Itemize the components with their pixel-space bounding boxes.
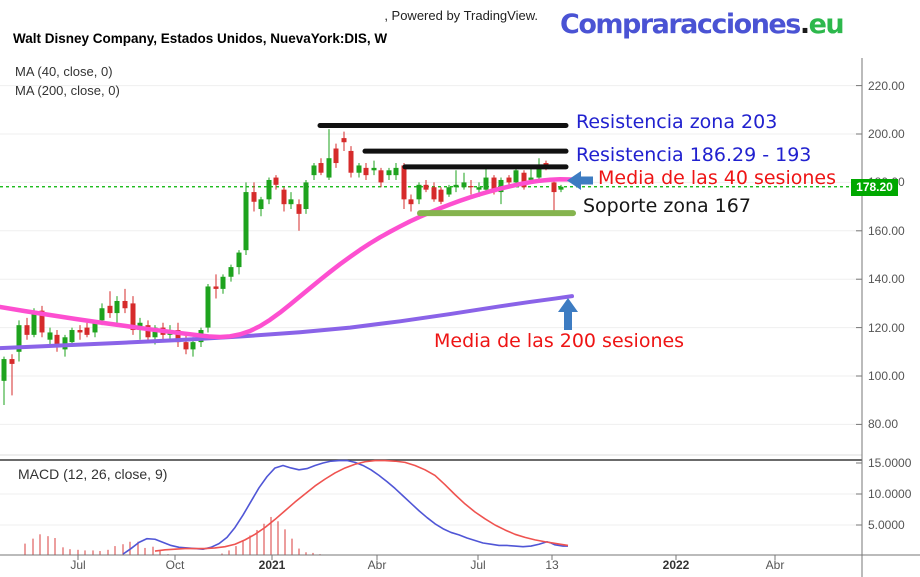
symbol-title: Walt Disney Company, Estados Unidos, Nue…: [13, 31, 388, 46]
arrow-up-ma200: [558, 298, 578, 330]
macd-signal-line: [154, 459, 569, 552]
macd-axis-label: 10.0000: [868, 487, 912, 501]
time-axis-label: Oct: [165, 558, 185, 572]
time-axis-label: Abr: [367, 558, 387, 572]
axes: [0, 58, 920, 577]
price-axis-label: 100.00: [868, 369, 905, 383]
annotation-support-167: Soporte zona 167: [583, 195, 751, 217]
annotation-resistance-203: Resistencia zona 203: [576, 111, 778, 133]
price-axis-label: 120.00: [868, 320, 905, 335]
time-axis-label: 2022: [662, 558, 690, 572]
macd-axis-label: 5.0000: [868, 518, 905, 532]
time-axis-label: Jul: [70, 558, 86, 572]
powered-by-text: , Powered by TradingView.: [384, 8, 538, 23]
time-axis-label: Jul: [470, 558, 486, 572]
price-axis-label: 200.00: [868, 127, 905, 141]
logo-tld-text: eu: [808, 9, 845, 40]
macd-axis-label: 15.0000: [868, 456, 912, 470]
site-logo[interactable]: Compraracciones.eu: [560, 9, 845, 40]
price-axis-label: 160.00: [868, 223, 905, 238]
annotation-ma40: Media de las 40 sesiones: [598, 167, 836, 189]
annotation-resistance-186-193: Resistencia 186.29 - 193: [576, 144, 812, 166]
price-axis-label: 80.00: [868, 417, 899, 432]
price-axis-label: 140.00: [868, 272, 905, 287]
logo-dot: .: [799, 9, 810, 40]
ma200-indicator-label[interactable]: MA (200, close, 0): [15, 83, 120, 98]
ma200-line: [0, 294, 574, 351]
logo-main-text: Compraracciones: [560, 9, 801, 40]
annotation-ma200: Media de las 200 sesiones: [434, 330, 685, 352]
arrow-left-ma40: [567, 171, 593, 190]
time-axis-label: 2021: [258, 558, 286, 572]
time-axis-label: Abr: [765, 558, 785, 572]
price-axis-label: 220.00: [868, 78, 905, 93]
macd-indicator-label[interactable]: MACD (12, 26, close, 9): [18, 466, 168, 482]
time-axis-label: 13: [545, 558, 559, 572]
ma40-indicator-label[interactable]: MA (40, close, 0): [15, 64, 113, 79]
last-price-badge: 178.20: [851, 179, 898, 196]
ma40-line: [0, 177, 575, 340]
